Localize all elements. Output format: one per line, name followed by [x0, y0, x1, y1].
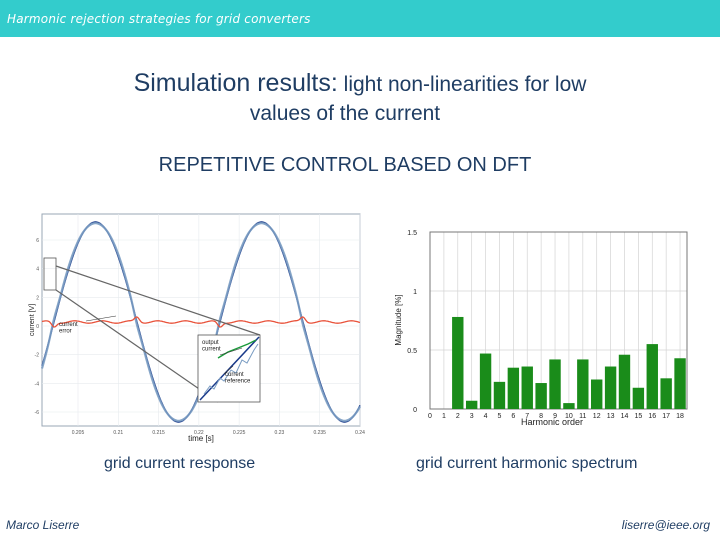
x-tick-labels: 0.205 0.21 0.215 0.22 0.225 0.23 0.235 0.24	[72, 430, 365, 436]
harmonic-spectrum-chart: 00.511.5 0 1 2 3 4 5 6 7 8 9 10 11 12 13 14 15 16 17 18 Ha…	[388, 216, 700, 432]
x-tick-label: 12	[593, 413, 601, 420]
x-tick-label: 7	[525, 413, 529, 420]
zoom-connector-bottom	[55, 289, 219, 403]
x-tick-label: 13	[607, 413, 615, 420]
x-tick-label: 0.235	[313, 430, 326, 436]
slide-title: Simulation results: light non-linearitie…	[0, 69, 720, 98]
header-title: Harmonic rejection strategies for grid c…	[7, 12, 311, 26]
current-error-line	[41, 316, 361, 328]
left-figure-caption: grid current response	[104, 455, 256, 472]
y-tick-label: -4	[35, 381, 40, 387]
zoom-inset-reference	[199, 336, 260, 401]
footer-email: liserre@ieee.org	[621, 518, 710, 532]
y-axis-label: Magnitude [%]	[394, 294, 403, 345]
legend-current-error: current error	[59, 322, 78, 335]
right-figure-caption: grid current harmonic spectrum	[416, 455, 638, 472]
footer-author: Marco Liserre	[6, 518, 80, 532]
x-tick-label: 10	[565, 413, 573, 420]
x-tick-label: 17	[662, 413, 670, 420]
y-tick-labels: 6 4 2 0 -2 -4 -6	[35, 238, 40, 416]
x-axis-label: time [s]	[188, 434, 214, 443]
bar-harmonic-14	[618, 354, 631, 409]
bar-harmonic-13	[604, 366, 617, 409]
header-bar: Harmonic rejection strategies for grid c…	[0, 0, 720, 37]
bar-harmonic-11	[577, 359, 589, 409]
bar-harmonic-12	[591, 379, 603, 409]
x-tick-labels: 0 1 2 3 4 5 6 7 8 9 10 11 12 13 14 15 16 17 18	[428, 413, 684, 420]
x-tick-label: 4	[484, 413, 488, 420]
y-tick-label: -6	[35, 410, 40, 416]
bar-harmonic-5	[493, 381, 506, 409]
x-tick-label: 11	[579, 413, 586, 420]
y-tick-label: -2	[35, 353, 40, 359]
legend-output-current: output current	[202, 340, 221, 353]
reference-label-arrow	[223, 365, 234, 375]
bar-series	[452, 316, 686, 409]
zoom-source-box	[43, 257, 57, 291]
y-tick-label: 2	[36, 295, 39, 301]
bar-harmonic-15	[632, 387, 645, 409]
slide-title-rest: light non-linearities for low	[337, 73, 587, 96]
x-tick-label: 8	[539, 413, 543, 420]
y-tick-label: 0	[36, 324, 39, 330]
x-tick-label: 16	[648, 413, 656, 420]
x-tick-label: 0.215	[152, 430, 165, 436]
x-tick-label: 1	[442, 413, 446, 420]
x-tick-label: 9	[553, 413, 557, 420]
x-tick-label: 18	[676, 413, 684, 420]
bar-harmonic-18	[674, 358, 686, 409]
output-label-arrow	[219, 347, 243, 356]
bar-harmonic-10	[563, 403, 575, 409]
bar-harmonic-17	[660, 378, 672, 409]
zoom-inset-output	[217, 339, 257, 359]
zoom-inset-ripple	[203, 343, 259, 395]
bar-harmonic-6	[507, 367, 520, 409]
bar-harmonic-2	[452, 316, 464, 409]
x-axis-label: Harmonic order	[521, 417, 583, 427]
bar-harmonic-16	[646, 344, 658, 409]
bar-harmonic-3	[465, 400, 478, 409]
y-tick-label: 0	[413, 407, 417, 414]
y-axis-label: current [V]	[29, 304, 36, 336]
x-tick-label: 0.225	[233, 430, 246, 436]
y-tick-label: 6	[36, 238, 39, 244]
x-tick-label: 0.21	[113, 430, 123, 436]
x-tick-label: 3	[470, 413, 474, 420]
zoom-connector-top	[55, 265, 261, 336]
y-tick-labels: 0 0.5 1 1.5	[407, 230, 417, 414]
bar-harmonic-9	[549, 359, 561, 409]
x-tick-label: 0.24	[355, 430, 365, 436]
error-label-arrow	[85, 315, 117, 322]
x-tick-label: 6	[511, 413, 515, 420]
plot-gridlines	[42, 214, 361, 426]
x-tick-label: 0.23	[275, 430, 285, 436]
x-tick-label: 14	[621, 413, 629, 420]
y-tick-label: 1.5	[407, 230, 417, 237]
x-tick-label: 0.22	[194, 430, 204, 436]
y-tick-label: 1	[413, 289, 417, 296]
y-tick-label: 0.5	[407, 348, 417, 355]
slide-subtitle: REPETITIVE CONTROL BASED ON DFT	[158, 154, 532, 176]
x-tick-label: 5	[498, 413, 502, 420]
legend-current-reference: current reference	[225, 372, 251, 385]
bar-harmonic-4	[479, 353, 492, 409]
y-tick-label: 4	[36, 267, 39, 273]
x-tick-label: 0.205	[72, 430, 85, 436]
x-tick-label: 2	[456, 413, 460, 420]
slide-title-main: Simulation results:	[133, 69, 338, 97]
slide-title-line2: values of the current	[249, 102, 441, 125]
x-tick-label: 0	[428, 413, 432, 420]
bar-harmonic-8	[535, 383, 547, 409]
bar-harmonic-7	[521, 366, 533, 409]
x-tick-label: 15	[634, 413, 642, 420]
